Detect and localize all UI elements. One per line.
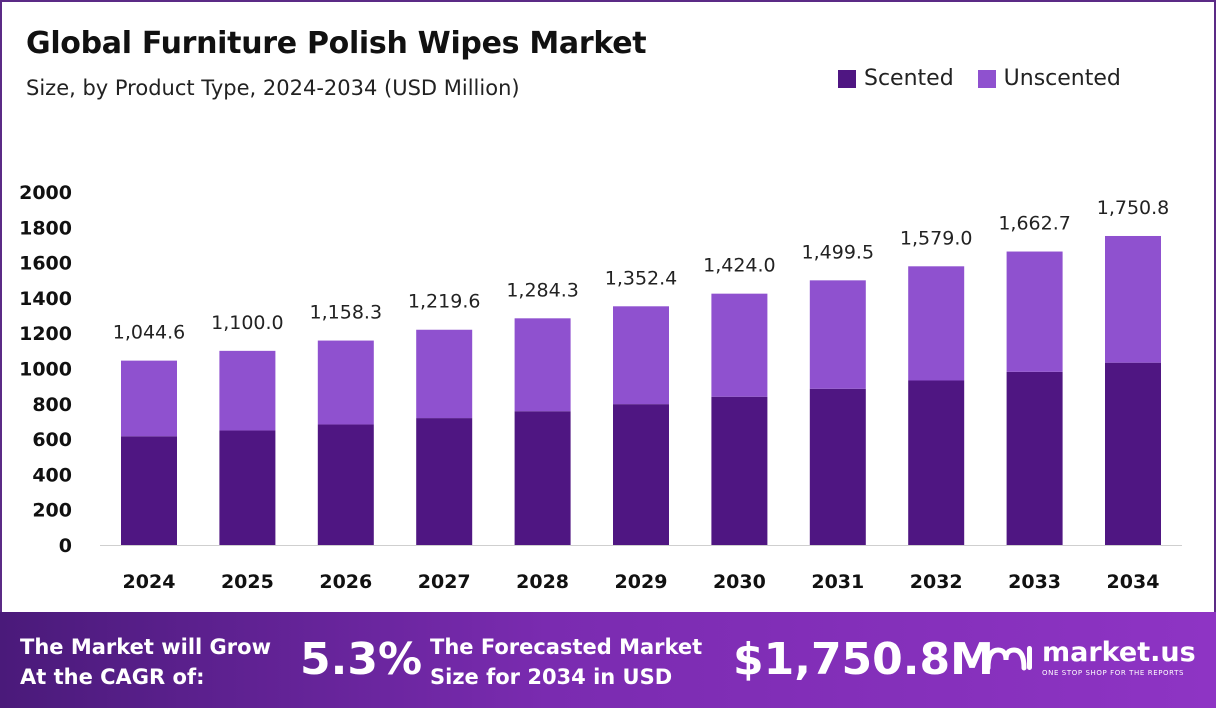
bar-unscented-2034 <box>1105 235 1161 363</box>
x-tick-label-2028: 2028 <box>516 571 569 593</box>
total-label-2029: 1,352.4 <box>605 267 678 289</box>
y-tick-label: 2000 <box>19 182 72 204</box>
footer-banner: The Market will Grow At the CAGR of: 5.3… <box>0 612 1216 708</box>
legend-label-scented: Scented <box>864 66 954 91</box>
bar-unscented-2027 <box>416 329 473 419</box>
y-tick-label: 1200 <box>19 323 72 345</box>
bar-scented-2024 <box>121 436 177 545</box>
total-label-2031: 1,499.5 <box>802 241 875 263</box>
bar-scented-2033 <box>1006 371 1063 545</box>
bar-scented-2034 <box>1105 362 1161 545</box>
bar-unscented-2032 <box>908 266 965 381</box>
bar-unscented-2031 <box>809 280 866 389</box>
x-tick-label-2030: 2030 <box>713 571 766 593</box>
total-label-2026: 1,158.3 <box>310 302 383 324</box>
bar-scented-2026 <box>317 424 374 545</box>
x-tick-label-2024: 2024 <box>123 571 176 593</box>
total-label-2027: 1,219.6 <box>408 291 481 313</box>
bar-scented-2030 <box>711 396 768 545</box>
y-tick-label: 1600 <box>19 253 72 275</box>
bar-scented-2028 <box>514 411 571 545</box>
y-tick-label: 1400 <box>19 288 72 310</box>
y-tick-label: 800 <box>32 394 72 416</box>
total-label-2033: 1,662.7 <box>998 213 1071 235</box>
legend-swatch-scented <box>838 69 856 88</box>
bar-unscented-2024 <box>121 360 177 437</box>
bar-unscented-2033 <box>1006 251 1063 372</box>
bar-scented-2029 <box>613 404 669 545</box>
bar-unscented-2030 <box>711 293 768 397</box>
y-tick-label: 1800 <box>19 217 72 239</box>
y-tick-label: 200 <box>32 500 72 522</box>
bar-unscented-2025 <box>219 350 276 431</box>
x-tick-label-2034: 2034 <box>1107 571 1160 593</box>
total-label-2028: 1,284.3 <box>506 279 579 301</box>
x-tick-label-2029: 2029 <box>615 571 668 593</box>
legend-item-scented: Scented <box>838 66 954 91</box>
x-tick-label-2031: 2031 <box>811 571 864 593</box>
total-label-2024: 1,044.6 <box>113 322 186 344</box>
x-tick-label-2033: 2033 <box>1008 571 1061 593</box>
brand-name: market.us <box>1042 637 1196 668</box>
x-tick-label-2025: 2025 <box>221 571 274 593</box>
forecast-size-label: The Forecasted Market Size for 2034 in U… <box>430 635 703 689</box>
bar-unscented-2029 <box>613 306 669 405</box>
chart-title: Global Furniture Polish Wipes Market <box>26 26 647 61</box>
total-label-2034: 1,750.8 <box>1097 197 1170 219</box>
y-tick-label: 0 <box>59 535 72 557</box>
market-us-logo-icon <box>985 646 1032 671</box>
bar-unscented-2026 <box>317 340 374 425</box>
total-label-2025: 1,100.0 <box>211 312 284 334</box>
y-tick-label: 400 <box>32 464 72 486</box>
x-tick-label-2027: 2027 <box>418 571 471 593</box>
brand-tagline: ONE STOP SHOP FOR THE REPORTS <box>1042 669 1185 677</box>
total-label-2032: 1,579.0 <box>900 227 973 249</box>
chart-subtitle: Size, by Product Type, 2024-2034 (USD Mi… <box>26 76 520 100</box>
legend-swatch-unscented <box>977 69 996 88</box>
bar-scented-2031 <box>809 388 866 545</box>
total-label-2030: 1,424.0 <box>703 255 776 277</box>
y-tick-label: 600 <box>32 429 72 451</box>
legend-label-unscented: Unscented <box>1003 66 1121 91</box>
cagr-value: 5.3% <box>300 634 423 685</box>
forecast-size-value: $1,750.8M <box>733 634 994 685</box>
bar-scented-2032 <box>908 380 965 545</box>
x-tick-label-2032: 2032 <box>910 571 963 593</box>
cagr-label: The Market will Grow At the CAGR of: <box>20 635 271 689</box>
legend-item-unscented: Unscented <box>977 66 1121 91</box>
legend: Scented Unscented <box>838 66 1135 91</box>
bar-unscented-2028 <box>514 318 571 412</box>
bar-scented-2025 <box>219 430 276 545</box>
brand-logo-block[interactable]: market.us ONE STOP SHOP FOR THE REPORTS <box>982 638 1196 678</box>
x-tick-label-2026: 2026 <box>319 571 372 593</box>
stacked-bar-chart: 0 200 400 600 800 1000 1200 1400 1600 1800 2000 1,0… <box>19 182 1182 593</box>
bar-scented-2027 <box>416 418 473 545</box>
y-tick-label: 1000 <box>19 359 72 381</box>
